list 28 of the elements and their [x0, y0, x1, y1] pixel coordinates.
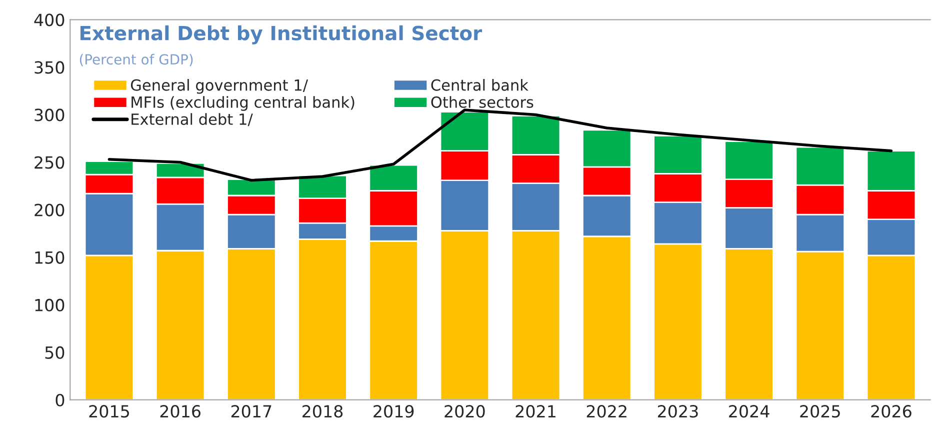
y-tick-label: 200	[34, 204, 64, 216]
x-tick-label: 2026	[871, 405, 912, 418]
y-tick-label: 300	[34, 108, 64, 122]
y-tick-label: 250	[34, 156, 64, 169]
x-tick-label: 2020	[444, 405, 485, 418]
y-tick-label: 400	[34, 14, 64, 26]
legend-label: External debt 1/	[132, 113, 253, 126]
text: (Percent of GDP)	[80, 54, 193, 66]
x-tick-label: 2019	[374, 405, 414, 418]
y-tick-label: 50	[45, 346, 64, 359]
x-tick-label: 2015	[89, 405, 129, 418]
y-tick-label: 150	[35, 251, 64, 264]
legend-label: MFIs (excluding central bank)	[132, 96, 354, 111]
y-tick-label: 0	[56, 394, 64, 406]
y-tick-label: 350	[34, 61, 64, 74]
legend-label: Other sectors	[431, 96, 534, 108]
legend-label: General government 1/	[130, 79, 308, 94]
x-tick-label: 2021	[516, 405, 556, 418]
y-tick-label: 100	[35, 298, 64, 312]
x-tick-label: 2022	[586, 405, 626, 418]
x-tick-label: 2018	[302, 405, 343, 418]
chart-title: External Debt by Institutional Sector	[80, 25, 482, 44]
x-tick-label: 2016	[160, 405, 200, 418]
x-tick-label: 2025	[800, 405, 840, 418]
x-tick-label: 2017	[231, 405, 272, 418]
x-tick-label: 2024	[729, 405, 770, 418]
x-tick-label: 2023	[658, 405, 698, 418]
legend-label: Central bank	[431, 79, 528, 91]
